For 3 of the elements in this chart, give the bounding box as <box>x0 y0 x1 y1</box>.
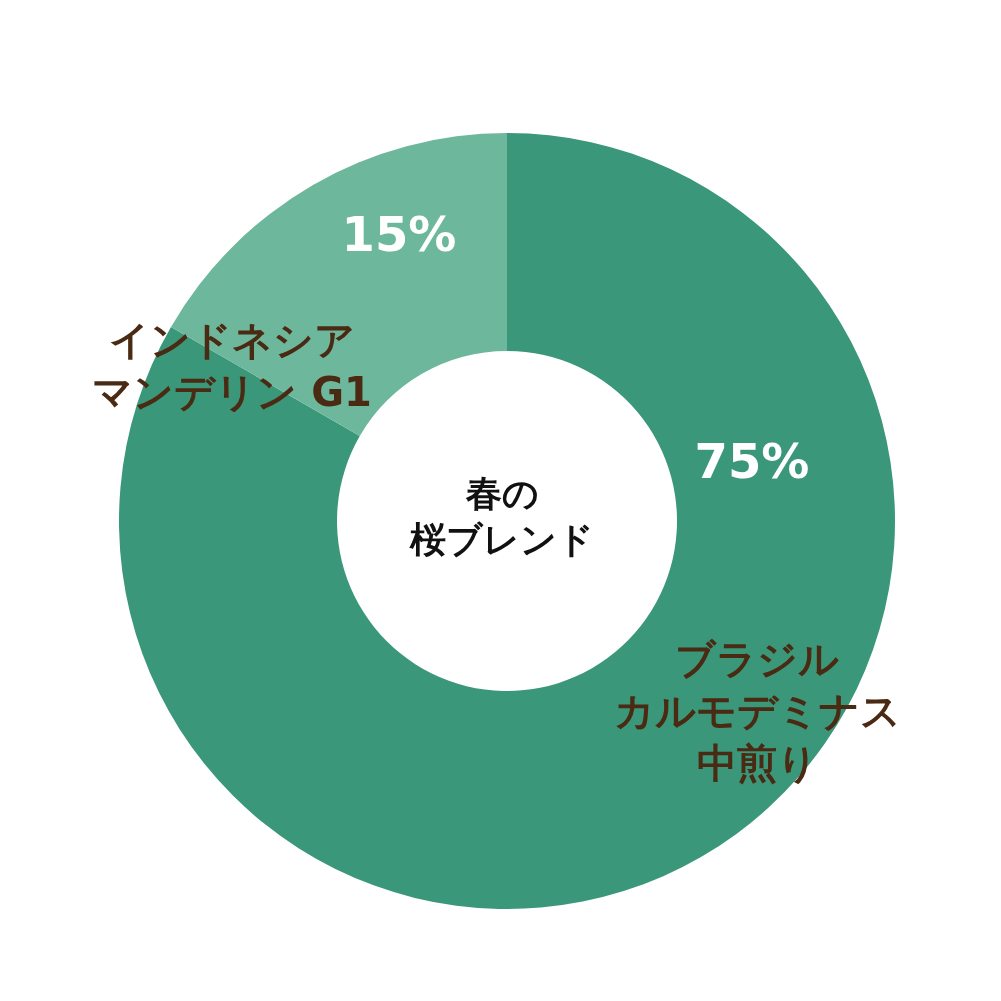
data-label: 75% <box>694 433 810 489</box>
data-label: 15% <box>341 206 457 262</box>
text: 春の桜ブレンド <box>409 472 594 560</box>
